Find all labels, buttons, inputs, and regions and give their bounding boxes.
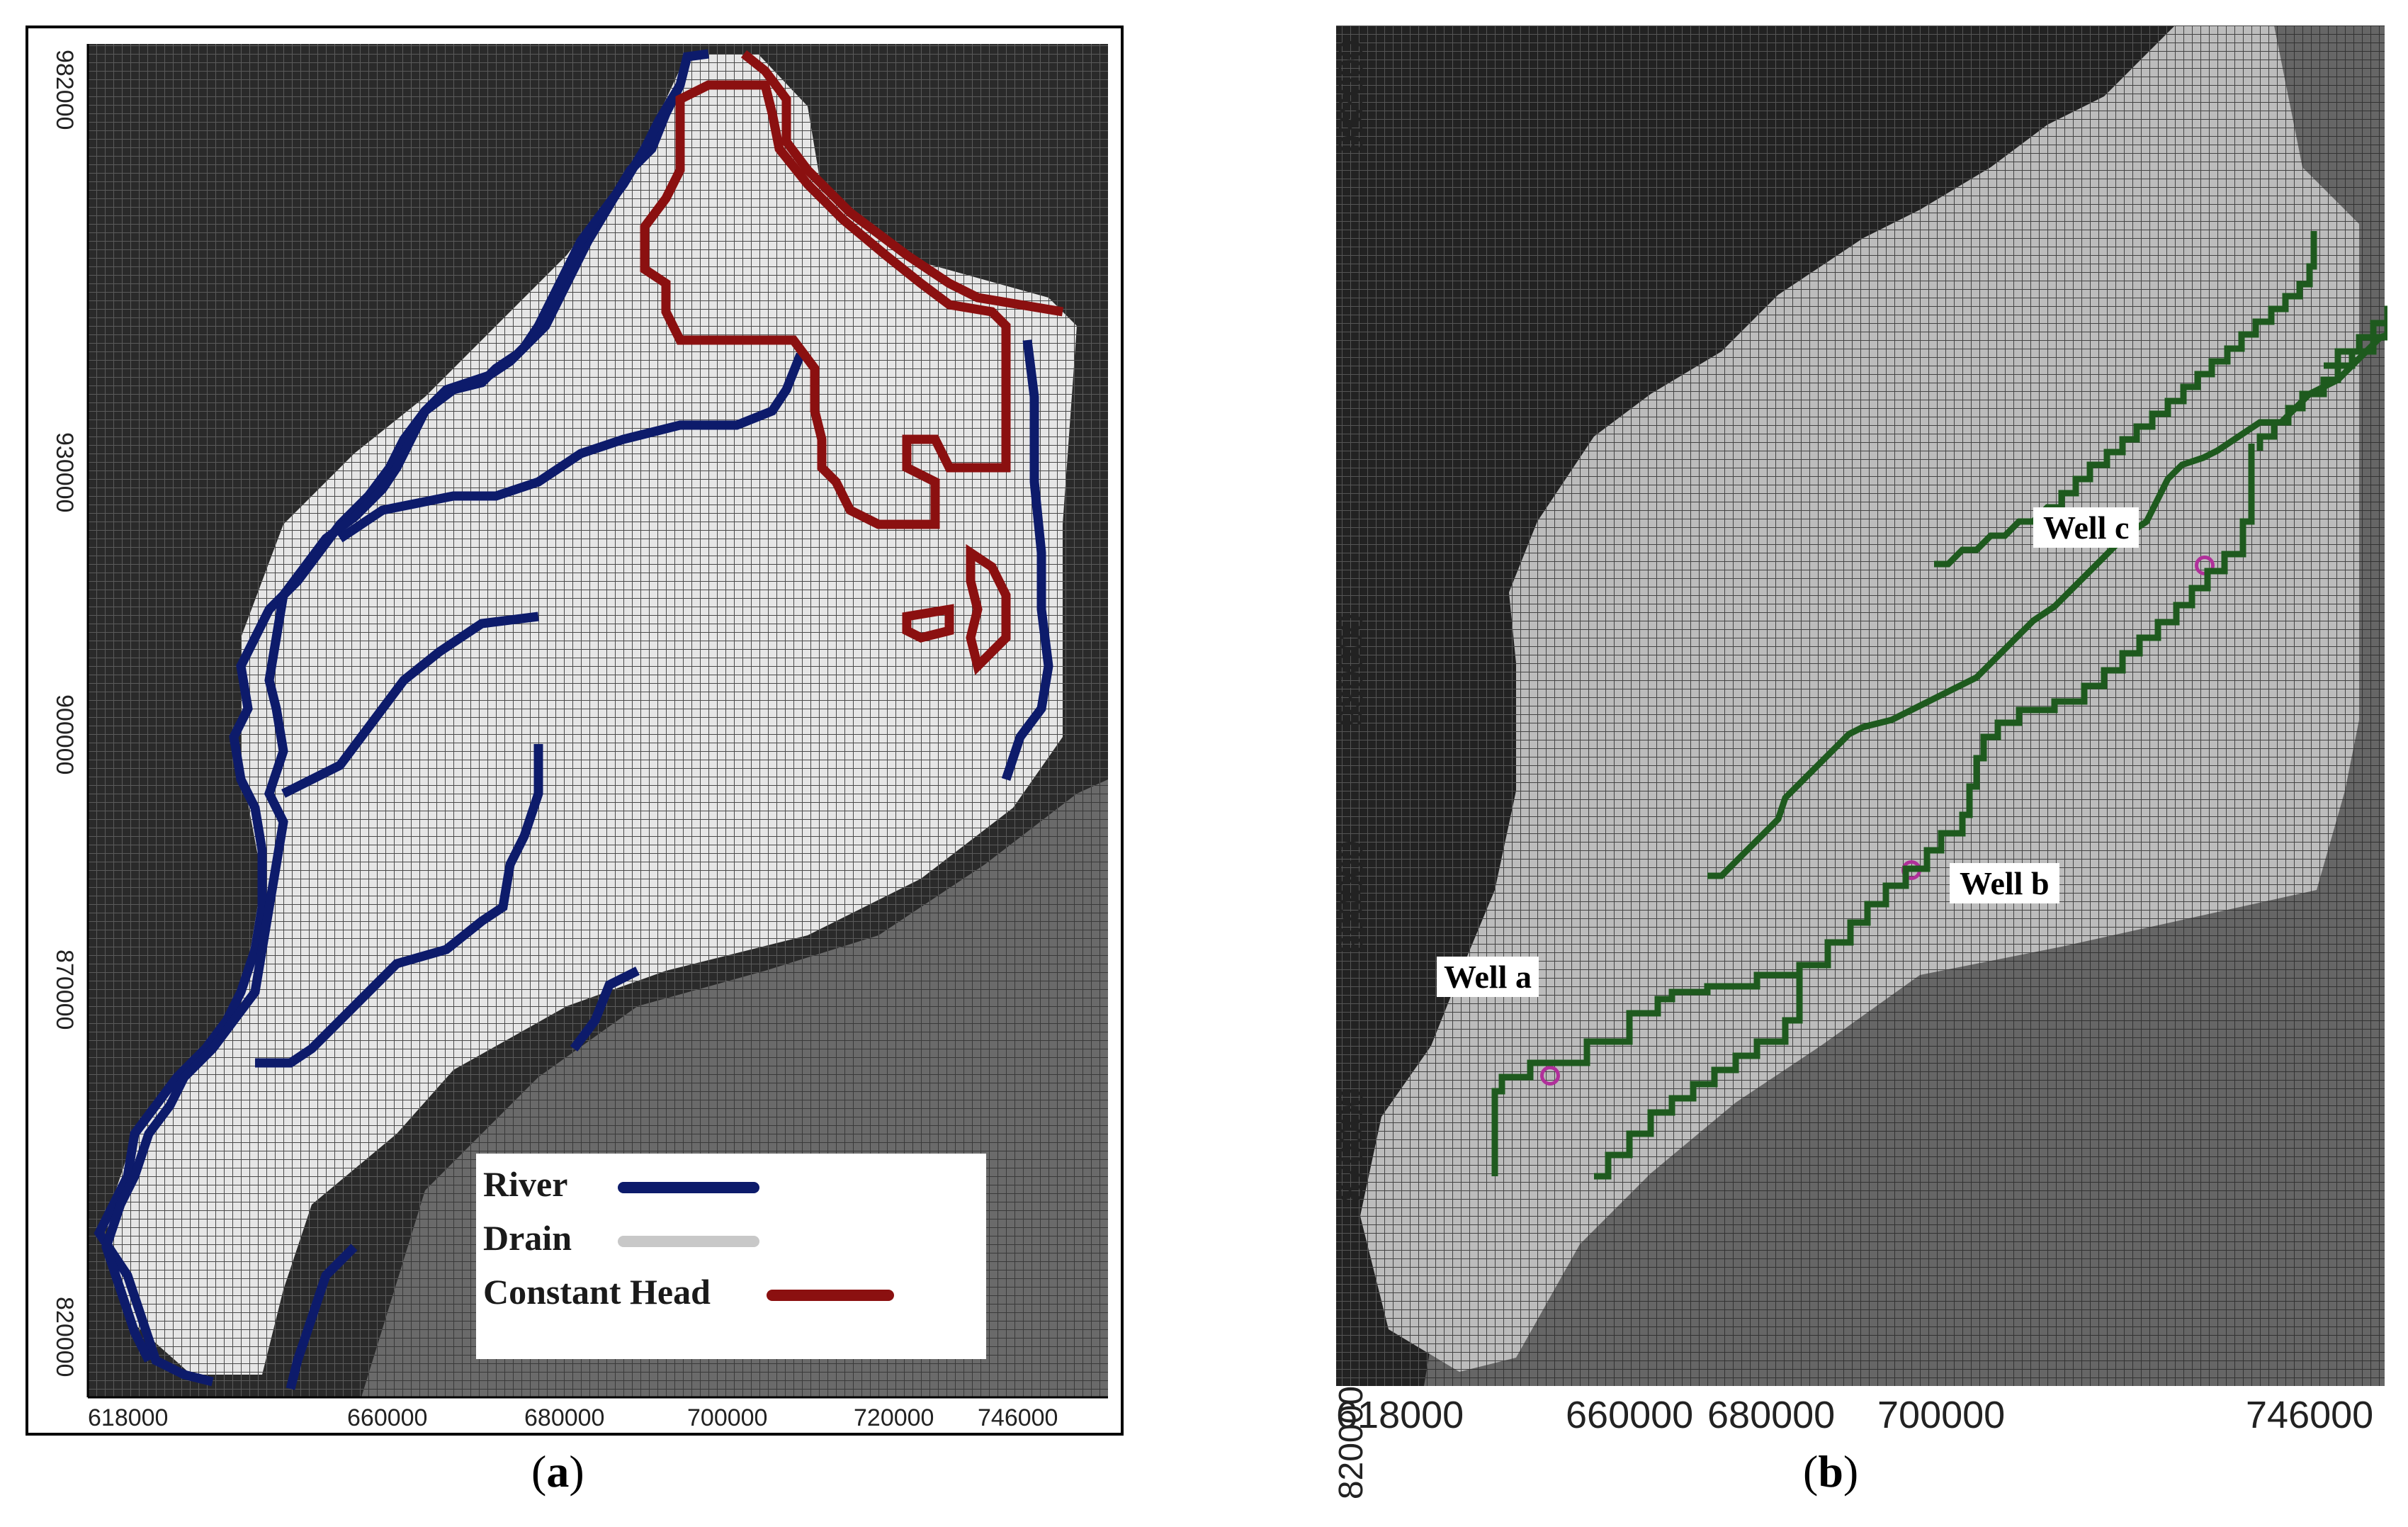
caption-a: (a): [531, 1446, 584, 1497]
map-a-x-tick-700000: 700000: [687, 1404, 768, 1431]
river-south-branch: [570, 967, 640, 1052]
map-b-x-ticks: 618000 660000 680000 700000 746000: [1282, 1393, 2387, 1436]
map-b-x-tick-660000: 660000: [1566, 1394, 1694, 1436]
map-panel-b: 982000 930000 900000 870000 820000 61800…: [1282, 26, 2387, 1499]
map-b-y-tick-982000: 982000: [1333, 40, 1370, 154]
river-middle-branch: [281, 612, 539, 798]
map-a-x-tick-680000: 680000: [524, 1404, 605, 1431]
map-a-y-tick-900000: 900000: [51, 694, 78, 775]
map-b-flow-svg: [2256, 305, 2387, 451]
well-label-a: Well a: [1437, 957, 1539, 997]
well-marker-b: [1901, 860, 1921, 880]
map-a-x-ticks: 618000 660000 680000 700000 720000 74600…: [28, 1404, 1126, 1433]
map-a-x-tick-618000: 618000: [88, 1404, 169, 1431]
river-inner-west: [101, 82, 684, 1363]
constant-head-inner: [640, 80, 1011, 529]
map-a-x-tick-720000: 720000: [854, 1404, 934, 1431]
legend-item-constant-head: Constant Head: [483, 1268, 979, 1318]
legend-label-drain: Drain: [483, 1218, 572, 1258]
caption-b: (b): [1803, 1446, 1859, 1497]
well-label-b: Well b: [1950, 863, 2059, 903]
map-b-flow-final: [1282, 26, 2387, 1436]
map-b-y-tick-870000: 870000: [1333, 1088, 1370, 1202]
river-east: [1001, 339, 1053, 782]
flow-path-group: [2256, 318, 2387, 451]
legend-label-constant-head: Constant Head: [483, 1272, 711, 1312]
map-b-x-tick-680000: 680000: [1707, 1394, 1836, 1436]
map-a-y-tick-930000: 930000: [51, 432, 78, 513]
constant-head-outer: [740, 50, 1064, 317]
constant-head-loop-east: [966, 543, 1011, 675]
map-b-x-tick-700000: 700000: [1877, 1394, 2006, 1436]
map-a-axis-ticks: [86, 44, 1108, 1399]
flow-path-upper: [2256, 318, 2387, 451]
legend-swatch-drain: [618, 1236, 759, 1247]
map-b-y-tick-900000: 900000: [1333, 840, 1370, 954]
constant-head-loop-small: [902, 604, 954, 643]
map-b-x-tick-746000: 746000: [2246, 1394, 2374, 1436]
map-a-x-tick-660000: 660000: [347, 1404, 428, 1431]
map-b-x-tick-618000: 618000: [1336, 1394, 1464, 1436]
map-a-y-tick-870000: 870000: [51, 950, 78, 1030]
flow-path-lower: [2324, 305, 2387, 369]
river-upper-branch: [337, 352, 806, 543]
river-inner-branch: [255, 744, 543, 1068]
well-marker-c: [2195, 556, 2215, 575]
well-marker-a: [1540, 1066, 1560, 1086]
map-panel-a: 982000 930000 900000 870000 820000 [data…: [26, 26, 1124, 1436]
river-south-west: [286, 1244, 358, 1390]
river-main-west: [94, 49, 709, 1387]
map-a-y-tick-820000: 820000: [51, 1297, 78, 1377]
map-a-x-tick-746000: 746000: [978, 1404, 1058, 1431]
river-lines: [94, 49, 1053, 1390]
well-label-c: Well c: [2033, 507, 2139, 548]
legend-swatch-constant-head: [767, 1290, 894, 1301]
map-b-y-tick-930000: 930000: [1333, 614, 1370, 728]
legend-item-river: River: [483, 1161, 979, 1210]
legend-item-drain: Drain: [483, 1215, 979, 1264]
constant-head-lines: [640, 50, 1064, 675]
legend-swatch-river: [618, 1182, 759, 1193]
map-a-svg: [86, 44, 1108, 1399]
map-a-legend: River Drain Constant Head: [476, 1154, 986, 1359]
legend-label-river: River: [483, 1164, 568, 1204]
flow-path-mid: [2324, 305, 2387, 369]
map-b-y-ticks: 982000 930000 900000 870000 820000: [1282, 26, 1370, 1499]
map-a-active-domain: [106, 54, 1077, 1375]
map-a-y-tick-982000: 982000: [51, 50, 78, 130]
